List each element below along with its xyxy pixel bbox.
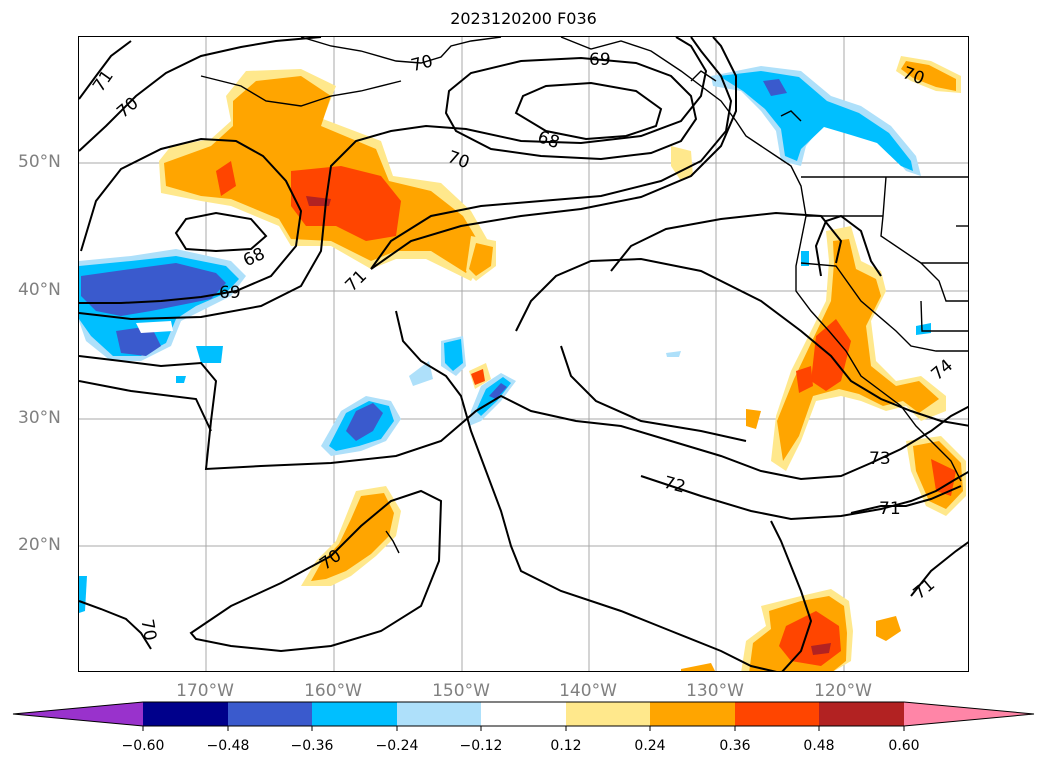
lon-label: 170°W xyxy=(176,681,234,701)
colorbar-swatch xyxy=(735,702,819,726)
lon-label: 120°W xyxy=(814,681,872,701)
contour-label: 69 xyxy=(589,50,611,70)
contour-label: 71 xyxy=(910,575,939,604)
colorbar-tick-label: 0.48 xyxy=(803,738,835,754)
colorbar-swatch xyxy=(566,702,650,726)
contour-label: 74 xyxy=(928,356,957,385)
lat-label: 20°N xyxy=(18,535,61,555)
lon-label: 160°W xyxy=(304,681,362,701)
lat-label: 30°N xyxy=(18,408,61,428)
contour-label: 68 xyxy=(240,244,268,271)
map-title: 2023120200 F036 xyxy=(450,9,597,28)
colorbar-tick-label: −0.12 xyxy=(459,738,503,754)
colorbar-swatch xyxy=(650,702,735,726)
colorbar-swatch xyxy=(143,702,228,726)
contour-label: 70 xyxy=(445,147,472,173)
lon-label: 150°W xyxy=(432,681,490,701)
colorbar-tick-label: 0.36 xyxy=(719,738,751,754)
colorbar-tick-label: 0.60 xyxy=(888,738,920,754)
contour-label: 70 xyxy=(113,93,142,122)
colorbar-swatch xyxy=(13,702,143,726)
map-canvas: 71 70 70 69 68 70 70 68 69 71 70 72 71 7… xyxy=(79,37,968,671)
lat-label: 40°N xyxy=(18,280,61,300)
colorbar-tick-label: 0.24 xyxy=(634,738,666,754)
contour-label: 69 xyxy=(219,283,241,303)
positive-shading xyxy=(159,56,966,671)
map-panel: 71 70 70 69 68 70 70 68 69 71 70 72 71 7… xyxy=(78,36,969,672)
contour-label: 70 xyxy=(409,51,435,76)
contour-label: 71 xyxy=(89,67,118,96)
colorbar-tick-label: −0.36 xyxy=(290,738,334,754)
colorbar-tick-label: −0.24 xyxy=(375,738,419,754)
contour-label: 73 xyxy=(869,449,891,469)
contour-label: 70 xyxy=(136,618,159,643)
colorbar-swatch xyxy=(481,702,566,726)
colorbar-tick-label: −0.48 xyxy=(206,738,250,754)
colorbar-swatch xyxy=(904,702,1034,726)
height-contours xyxy=(79,37,968,671)
colorbar-ticks xyxy=(142,726,905,731)
colorbar-tick-label: −0.60 xyxy=(121,738,165,754)
colorbar-tick-label: 0.12 xyxy=(550,738,582,754)
colorbar xyxy=(12,701,1035,731)
contour-label: 68 xyxy=(535,127,562,153)
contour-label: 72 xyxy=(661,473,687,498)
colorbar-swatch xyxy=(397,702,481,726)
lat-label: 50°N xyxy=(18,152,61,172)
colorbar-swatch xyxy=(819,702,904,726)
lon-label: 130°W xyxy=(686,681,744,701)
colorbar-swatch xyxy=(228,702,312,726)
colorbar-swatch xyxy=(312,702,397,726)
lon-label: 140°W xyxy=(559,681,617,701)
contour-label: 71 xyxy=(879,499,901,519)
